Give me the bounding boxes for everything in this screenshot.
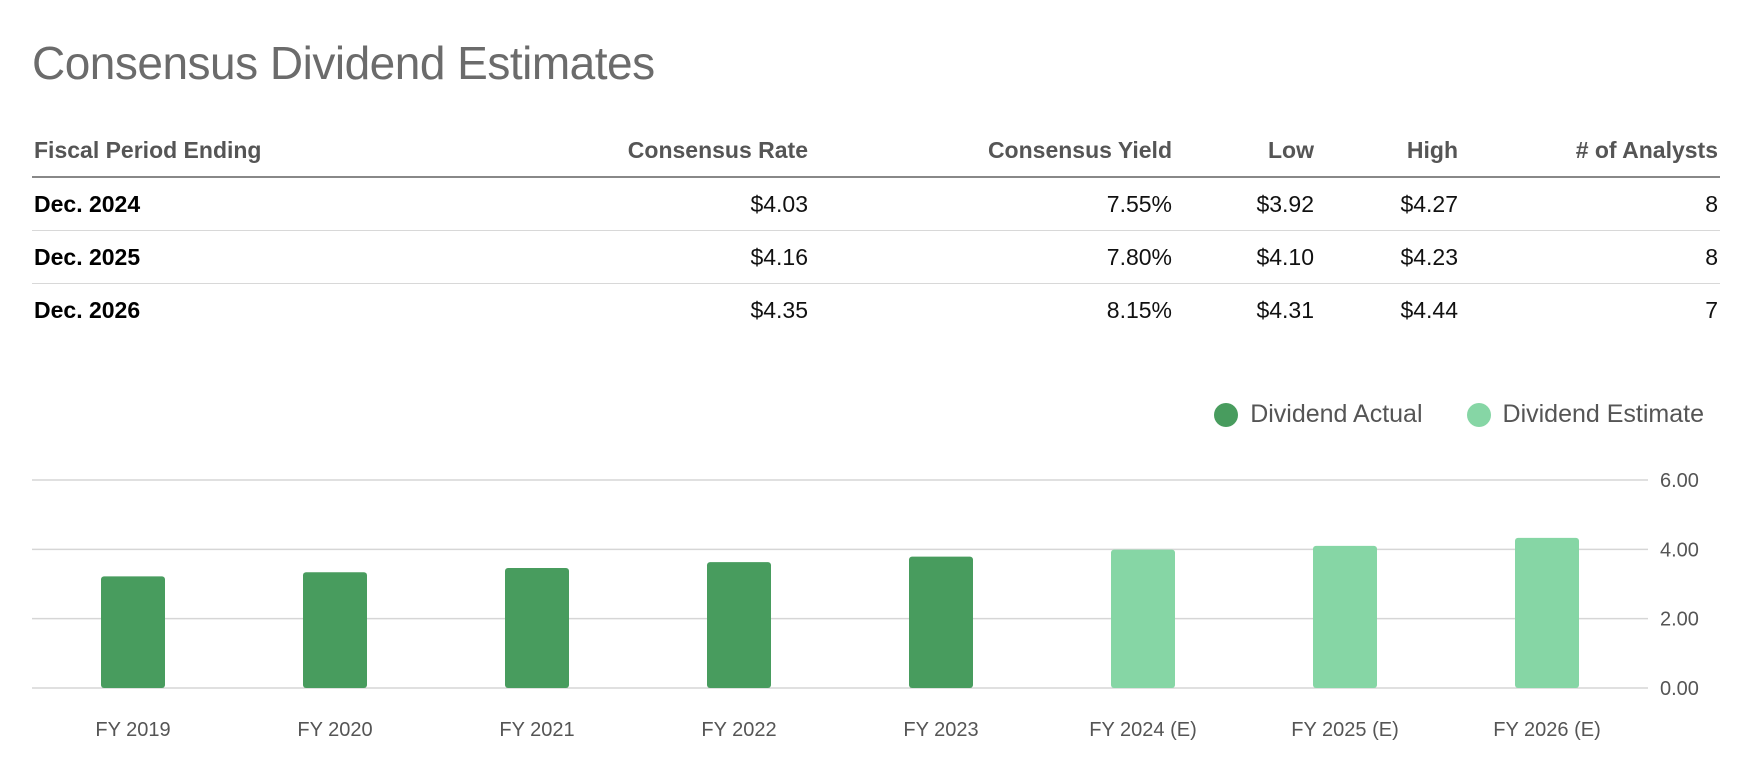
cell-low: $4.10 [1174, 230, 1316, 284]
x-tick-label: FY 2022 [701, 719, 776, 741]
bar-actual[interactable] [505, 568, 569, 688]
cell-consensus-yield: 7.55% [810, 177, 1174, 231]
table-row: Dec. 2024 $4.03 7.55% $3.92 $4.27 8 [32, 177, 1720, 231]
legend-label-estimate: Dividend Estimate [1502, 400, 1704, 428]
cell-consensus-rate: $4.35 [750, 296, 808, 323]
cell-high: $4.23 [1316, 230, 1460, 284]
header-high[interactable]: High [1316, 124, 1460, 178]
header-fiscal-period[interactable]: Fiscal Period Ending [32, 124, 466, 178]
header-consensus-yield[interactable]: Consensus Yield [810, 124, 1174, 178]
cell-low: $3.92 [1174, 177, 1316, 231]
cell-analysts: 8 [1460, 177, 1720, 231]
y-tick-label: 6.00 [1660, 470, 1699, 492]
cell-low: $4.31 [1256, 296, 1314, 323]
table-row: Dec. 2025 $4.16 7.80% $4.10 $4.23 8 [32, 230, 1720, 284]
bar-actual[interactable] [303, 572, 367, 688]
table-header-row: Fiscal Period Ending Consensus Rate Cons… [32, 124, 1720, 178]
legend-label-actual: Dividend Actual [1250, 400, 1423, 428]
dividend-bar-chart: 0.002.004.006.00 FY 2019 FY 2020 FY 2021 FY… [32, 470, 1699, 741]
cell-fiscal-period: Dec. 2026 [34, 296, 141, 323]
cell-high: $4.44 [1400, 296, 1458, 323]
bar-actual[interactable] [909, 556, 973, 688]
grid-lines [32, 479, 1648, 689]
chart-legend: Dividend Actual Dividend Estimate [1214, 400, 1704, 429]
y-tick-label: 2.00 [1660, 609, 1699, 631]
cell-analysts: 8 [1460, 230, 1720, 284]
bar-estimate[interactable] [1111, 549, 1175, 688]
y-axis-ticks: 0.00 2.00 4.00 6.00 [1660, 470, 1699, 700]
y-tick-label: 4.00 [1660, 539, 1699, 561]
x-tick-label: FY 2024 (E) [1089, 719, 1196, 741]
bar-actual[interactable] [101, 576, 165, 688]
dividend-estimates-table: Fiscal Period Ending Consensus Rate Cons… [32, 124, 1720, 336]
cell-high: $4.27 [1316, 177, 1460, 231]
bars [101, 537, 1579, 688]
page-title: Consensus Dividend Estimates [32, 37, 655, 89]
cell-consensus-rate: $4.16 [466, 230, 810, 284]
cell-analysts: 7 [1705, 296, 1718, 323]
x-axis-ticks: FY 2019 FY 2020 FY 2021 FY 2022 FY 2023 FY 20… [95, 719, 1600, 741]
x-tick-label: FY 2021 [499, 719, 574, 741]
legend-item-actual[interactable]: Dividend Actual [1214, 400, 1423, 429]
header-consensus-rate[interactable]: Consensus Rate [466, 124, 810, 178]
bar-estimate[interactable] [1515, 537, 1579, 688]
bar-actual[interactable] [707, 562, 771, 688]
x-tick-label: FY 2019 [95, 719, 170, 741]
legend-dot-estimate-icon [1466, 402, 1491, 427]
x-tick-label: FY 2026 (E) [1493, 719, 1600, 741]
cell-fiscal-period: Dec. 2024 [32, 177, 466, 231]
cell-consensus-yield: 7.80% [810, 230, 1174, 284]
legend-dot-actual-icon [1214, 402, 1239, 427]
table-row: Dec. 2026 $4.35 8.15% $4.31 $4.44 7 [32, 284, 1720, 337]
cell-fiscal-period: Dec. 2025 [32, 230, 466, 284]
x-tick-label: FY 2025 (E) [1291, 719, 1398, 741]
x-tick-label: FY 2020 [297, 719, 372, 741]
cell-consensus-rate: $4.03 [466, 177, 810, 231]
bar-estimate[interactable] [1313, 545, 1377, 688]
y-tick-label: 0.00 [1660, 678, 1699, 700]
legend-item-estimate[interactable]: Dividend Estimate [1466, 400, 1704, 429]
cell-consensus-yield: 8.15% [1106, 296, 1172, 323]
x-tick-label: FY 2023 [903, 719, 978, 741]
header-low[interactable]: Low [1174, 124, 1316, 178]
header-analysts[interactable]: # of Analysts [1460, 124, 1720, 178]
